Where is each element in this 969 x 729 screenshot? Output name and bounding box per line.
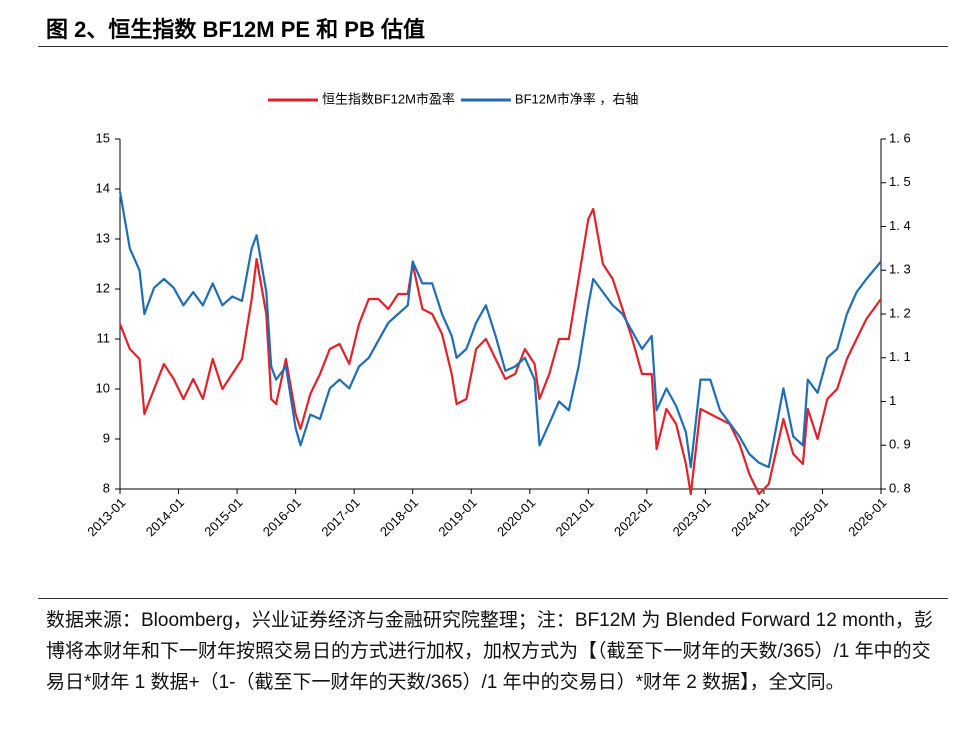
x-tick-label: 2025-01: [787, 495, 831, 539]
source-note: 数据来源：Bloomberg，兴业证券经济与金融研究院整理；注：BF12M 为 …: [46, 610, 933, 693]
y2-tick-label: 0. 9: [889, 437, 911, 452]
y-tick-label: 15: [96, 130, 110, 145]
x-tick-label: 2020-01: [494, 495, 538, 539]
y-tick-label: 9: [103, 430, 110, 445]
y-tick-label: 12: [96, 280, 110, 295]
x-tick-label: 2016-01: [260, 495, 304, 539]
x-tick-label: 2017-01: [318, 495, 362, 539]
x-tick-label: 2014-01: [143, 495, 187, 539]
note-rule: [38, 598, 948, 599]
y2-tick-label: 1. 4: [889, 218, 911, 233]
y2-tick-label: 0. 8: [889, 480, 911, 495]
y-tick-label: 10: [96, 380, 110, 395]
x-tick-label: 2023-01: [670, 495, 714, 539]
x-tick-label: 2015-01: [201, 495, 245, 539]
chart: 8 9 10 11 12 13 14 15 0. 8 0. 9 1 1. 1 1. 2 1. 3 1. 4 1…: [84, 91, 911, 539]
y2-tick-label: 1. 1: [889, 349, 911, 364]
legend-label: BF12M市净率 ，右轴: [515, 91, 639, 106]
y-tick-label: 11: [97, 330, 111, 345]
title-rule: [38, 46, 948, 47]
x-tick-label: 2013-01: [84, 495, 128, 539]
series-line: [118, 207, 882, 496]
x-tick-label: 2019-01: [435, 495, 479, 539]
x-tick-label: 2022-01: [611, 495, 655, 539]
x-tick-label: 2018-01: [377, 495, 421, 539]
x-tick-label: 2024-01: [728, 495, 772, 539]
y2-tick-label: 1. 2: [889, 305, 911, 320]
chart-title: 图 2、恒生指数 BF12M PE 和 PB 估值: [46, 17, 425, 42]
y2-tick-label: 1: [889, 393, 896, 408]
legend-label: 恒生指数BF12M市盈率: [322, 91, 455, 106]
y2-tick-label: 1. 5: [889, 174, 911, 189]
series-line: [118, 191, 882, 469]
y-tick-label: 8: [103, 480, 110, 495]
x-tick-label: 2021-01: [553, 495, 597, 539]
y2-tick-label: 1. 6: [889, 130, 911, 145]
y2-tick-label: 1. 3: [889, 262, 911, 277]
y-tick-label: 14: [96, 180, 110, 195]
x-tick-label: 2026-01: [845, 495, 889, 539]
y-tick-label: 13: [96, 230, 110, 245]
